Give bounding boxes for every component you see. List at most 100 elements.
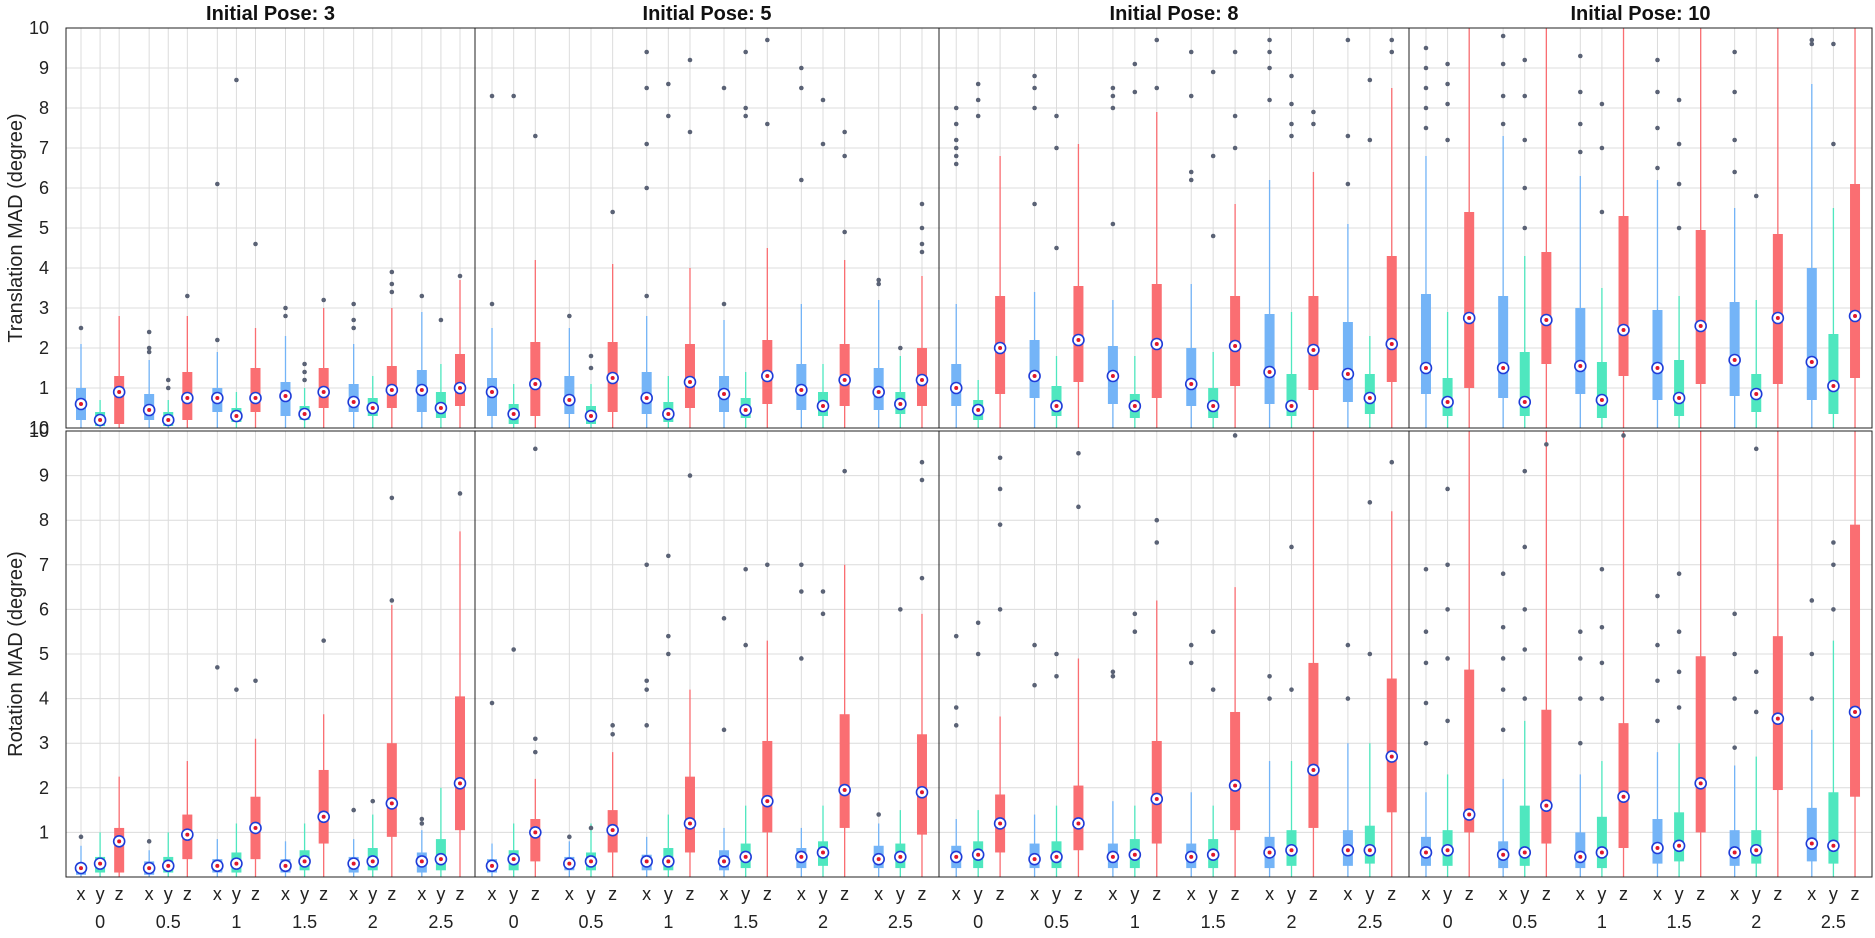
median-dot <box>976 408 981 412</box>
outlier-point <box>1578 696 1583 701</box>
median-dot <box>1522 850 1527 855</box>
outlier-point <box>1500 687 1506 692</box>
median-dot <box>1311 348 1316 352</box>
median-dot <box>511 412 516 416</box>
box-z <box>1850 184 1861 378</box>
outlier-point <box>489 700 495 706</box>
median-dot <box>1189 382 1194 386</box>
outlier-point <box>1445 486 1450 492</box>
outlier-point <box>1423 65 1429 71</box>
median-dot <box>438 406 443 410</box>
outlier-point <box>799 562 804 568</box>
panel-frame <box>1408 27 1873 429</box>
x-axis-letter: z <box>608 884 617 904</box>
outlier-point <box>1032 105 1037 111</box>
outlier-point <box>1732 651 1737 657</box>
x-group-label: 1.5 <box>1201 912 1226 932</box>
outlier-point <box>1522 225 1528 231</box>
box-y <box>1828 792 1839 864</box>
median-dot <box>166 863 171 868</box>
outlier-point <box>1445 607 1450 612</box>
outlier-point <box>1311 109 1316 115</box>
outlier-point <box>1345 181 1351 187</box>
outlier-point <box>1522 185 1528 191</box>
outlier-point <box>1367 500 1373 505</box>
outlier-point <box>666 113 671 119</box>
outlier-point <box>146 349 152 355</box>
median-dot <box>954 854 959 859</box>
median-dot <box>821 850 825 855</box>
box-z <box>762 740 773 833</box>
median-dot <box>1233 344 1238 348</box>
outlier-point <box>457 491 463 496</box>
outlier-point <box>1345 133 1351 139</box>
outlier-point <box>1232 113 1238 119</box>
outlier-point <box>533 736 538 742</box>
outlier-point <box>1831 540 1836 545</box>
outlier-point <box>1289 544 1294 550</box>
outlier-point <box>1599 624 1605 630</box>
x-axis-letter: x <box>1343 884 1352 904</box>
outlier-point <box>1599 566 1605 572</box>
panel-frame <box>1408 430 1873 878</box>
outlier-point <box>1076 504 1081 510</box>
median-dot <box>1076 821 1081 826</box>
outlier-point <box>1389 37 1395 43</box>
outlier-point <box>1522 93 1528 99</box>
outlier-point <box>644 185 649 191</box>
x-axis-letter: x <box>1807 884 1816 904</box>
outlier-point <box>1232 145 1238 151</box>
x-axis-letter: x <box>874 884 883 904</box>
outlier-point <box>438 317 444 323</box>
outlier-point <box>1655 165 1660 171</box>
outlier-point <box>1267 696 1272 701</box>
x-group-label: 1 <box>1130 912 1140 932</box>
box-z <box>318 769 329 844</box>
median-dot <box>1110 374 1115 378</box>
outlier-point <box>1809 37 1815 43</box>
outlier-point <box>1110 221 1116 227</box>
x-group-label: 1.5 <box>733 912 758 932</box>
outlier-point <box>567 313 572 319</box>
outlier-point <box>975 620 981 626</box>
x-group-label: 2 <box>1286 912 1296 932</box>
median-dot <box>302 859 307 864</box>
median-dot <box>1423 366 1428 370</box>
outlier-point <box>1132 629 1138 634</box>
outlier-point <box>1676 225 1682 231</box>
x-axis-letter: x <box>1108 884 1117 904</box>
outlier-point <box>1389 459 1395 465</box>
y-tick-label: 6 <box>39 178 49 198</box>
outlier-point <box>820 97 826 103</box>
median-dot <box>370 859 375 864</box>
outlier-point <box>1831 562 1836 568</box>
box-y <box>1828 334 1839 414</box>
panel-title: Initial Pose: 8 <box>1110 3 1239 25</box>
outlier-point <box>1732 696 1737 701</box>
panel-8 <box>1408 430 1873 878</box>
outlier-point <box>370 798 376 804</box>
median-dot <box>743 408 748 412</box>
box-z <box>1386 256 1397 382</box>
y-tick-label: 4 <box>39 258 49 278</box>
outlier-point <box>1154 37 1160 43</box>
x-group-label: 1 <box>1597 912 1607 932</box>
outlier-point <box>351 317 356 323</box>
median-dot <box>1677 843 1682 848</box>
outlier-point <box>876 812 881 817</box>
outlier-point <box>666 651 671 657</box>
outlier-point <box>1522 607 1528 612</box>
outlier-point <box>997 486 1003 492</box>
median-dot <box>610 376 615 380</box>
x-group-label: 2 <box>818 912 828 932</box>
x-group-label: 2.5 <box>428 912 453 932</box>
outlier-point <box>419 816 425 822</box>
median-dot <box>976 852 981 857</box>
x-group-label: 0 <box>95 912 105 932</box>
x-axis-letter: x <box>952 884 961 904</box>
outlier-point <box>1500 33 1506 39</box>
x-axis-letter: x <box>1499 884 1508 904</box>
x-axis-letter: x <box>1421 884 1430 904</box>
x-axis-letter: y <box>1520 884 1529 904</box>
outlier-point <box>1289 121 1294 127</box>
